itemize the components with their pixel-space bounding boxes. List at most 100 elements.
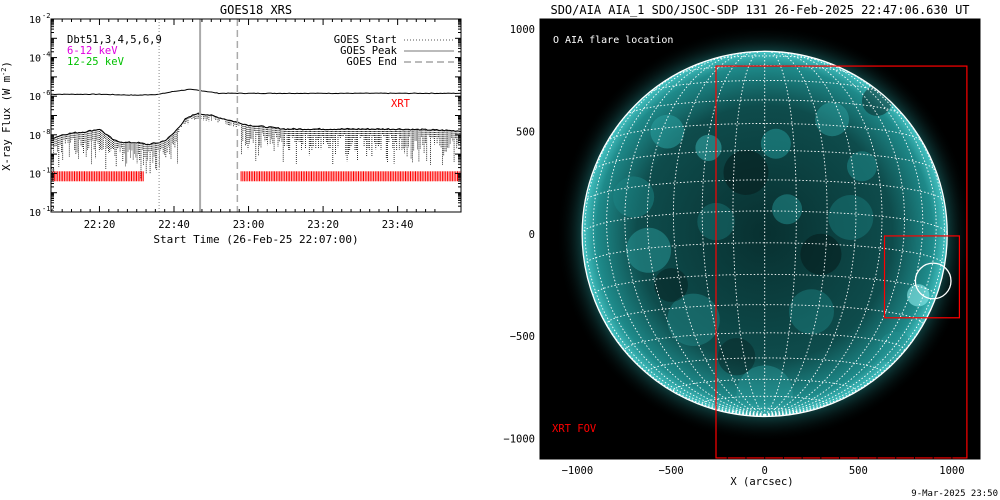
solar-limb: [581, 50, 948, 418]
right-plot-frame: [539, 18, 981, 460]
y-tick-exponent: -6: [42, 89, 50, 97]
grid-line: [624, 332, 905, 353]
disk-texture-blob: [760, 128, 791, 159]
disk-texture-blob: [717, 338, 756, 376]
grid-line: [648, 79, 881, 94]
right-axis-ticks: −1000 −500 0 500 1000 −1000 −500 0 500 1000: [503, 19, 980, 477]
disk-texture-blob: [613, 176, 655, 218]
legend-12-25-kev: 12-25 keV: [67, 56, 125, 68]
xrt-coverage-marks: [51, 171, 461, 182]
legend-goes-peak: GOES Peak: [340, 45, 398, 57]
right-x-tick-label: −1000: [562, 465, 594, 477]
disk-texture-blob: [789, 289, 834, 335]
disk-texture-blob: [654, 268, 688, 302]
left-y-axis-label: X-ray Flux (W m-2): [0, 61, 13, 171]
grid-line: [732, 51, 765, 416]
right-x-axis-label: X (arcsec): [730, 476, 793, 488]
grid-line: [606, 55, 765, 416]
y-tick-exponent: -2: [42, 12, 50, 20]
right-x-tick-label: 0: [762, 465, 768, 477]
x-tick-label: 22:40: [158, 219, 190, 231]
right-y-tick-label: 500: [516, 127, 535, 139]
xrt-label: XRT: [391, 98, 411, 110]
y-tick-exponent: -4: [42, 51, 50, 59]
legend-detectors: Dbt51,3,4,5,6,9: [67, 34, 162, 46]
aia-image-area: [540, 19, 980, 459]
right-y-tick-label: 1000: [510, 24, 535, 36]
legend-goes-end: GOES End: [346, 56, 397, 68]
grid-line: [701, 51, 765, 416]
grid-line: [584, 90, 765, 416]
y-tick-label: 10: [29, 92, 41, 103]
y-tick-label: 10: [29, 131, 41, 142]
right-y-tick-label: −1000: [503, 434, 535, 446]
series-12-25-kev-noise: [51, 113, 461, 179]
disk-texture-blob: [650, 114, 685, 149]
series-6-12-kev-line: [51, 88, 461, 96]
heliographic-grid: [582, 51, 948, 417]
disk-texture-blob: [723, 150, 769, 195]
right-y-tick-label: 0: [529, 229, 535, 241]
grid-line: [584, 242, 945, 266]
flux-series-group: [51, 88, 461, 179]
disk-texture-blob: [800, 233, 842, 275]
flare-location-circle: [914, 262, 952, 300]
y-tick-label: 10: [29, 208, 41, 219]
x-tick-label: 23:00: [233, 219, 265, 231]
disk-texture-blob: [907, 284, 930, 307]
flare-subregion-box: [883, 235, 961, 319]
disk-texture-blob: [772, 194, 803, 225]
right-y-tick-label: −500: [510, 331, 535, 343]
legend-goes-start: GOES Start: [334, 34, 397, 46]
disk-texture-blob: [626, 227, 672, 273]
left-chart-title: GOES18 XRS: [220, 3, 292, 17]
goes-event-lines: [158, 19, 239, 212]
y-tick-label: 10: [29, 54, 41, 65]
grid-line: [672, 378, 857, 394]
xrt-fov-label: XRT FOV: [552, 423, 597, 435]
right-x-tick-label: −500: [658, 465, 683, 477]
grid-line: [607, 123, 923, 142]
y-tick-exponent: -10: [42, 166, 55, 174]
aia-image-chart: SDO/AIA AIA_1 SDO/JSOC-SDP 131 26-Feb-20…: [503, 3, 998, 499]
left-x-axis-label: Start Time (26-Feb-25 22:07:00): [153, 233, 358, 246]
xrt-fov-box: [715, 65, 968, 459]
left-x-axis-ticks: 22:20 22:40 23:00 23:20 23:40: [61, 19, 436, 231]
grid-line: [624, 53, 765, 416]
y-tick-exponent: -8: [42, 128, 50, 136]
grid-line: [592, 61, 765, 416]
grid-line: [764, 55, 924, 416]
grid-line: [764, 51, 828, 416]
footer-timestamp: 9-Mar-2025 23:50: [911, 489, 998, 499]
y-tick-label: 10: [29, 169, 41, 180]
y-tick-exponent: -12: [42, 205, 55, 213]
right-chart-title: SDO/AIA AIA_1 SDO/JSOC-SDP 131 26-Feb-20…: [550, 3, 969, 17]
x-tick-label: 23:20: [307, 219, 339, 231]
disk-texture-blob: [828, 195, 874, 240]
grid-line: [764, 53, 905, 416]
disk-texture-blob: [667, 293, 720, 346]
x-tick-label: 23:40: [382, 219, 414, 231]
grid-line: [764, 61, 937, 416]
grid-line: [646, 357, 883, 375]
x-tick-label: 22:20: [84, 219, 116, 231]
grid-line: [764, 52, 883, 416]
disk-texture-blob: [695, 134, 722, 161]
disk-texture-blob: [815, 102, 849, 137]
right-x-tick-label: 500: [849, 465, 868, 477]
legend-6-12-kev: 6-12 keV: [67, 45, 118, 57]
right-x-tick-label: 1000: [939, 465, 964, 477]
grid-line: [764, 51, 797, 416]
grid-line: [593, 149, 937, 172]
grid-line: [764, 414, 769, 417]
disk-texture-blob: [847, 151, 877, 182]
grid-line: [764, 90, 945, 416]
grid-line: [701, 395, 828, 407]
grid-line: [626, 99, 904, 116]
y-tick-label: 10: [29, 15, 41, 26]
grid-line: [646, 52, 765, 416]
aia-legend: O AIA flare location: [553, 35, 673, 46]
